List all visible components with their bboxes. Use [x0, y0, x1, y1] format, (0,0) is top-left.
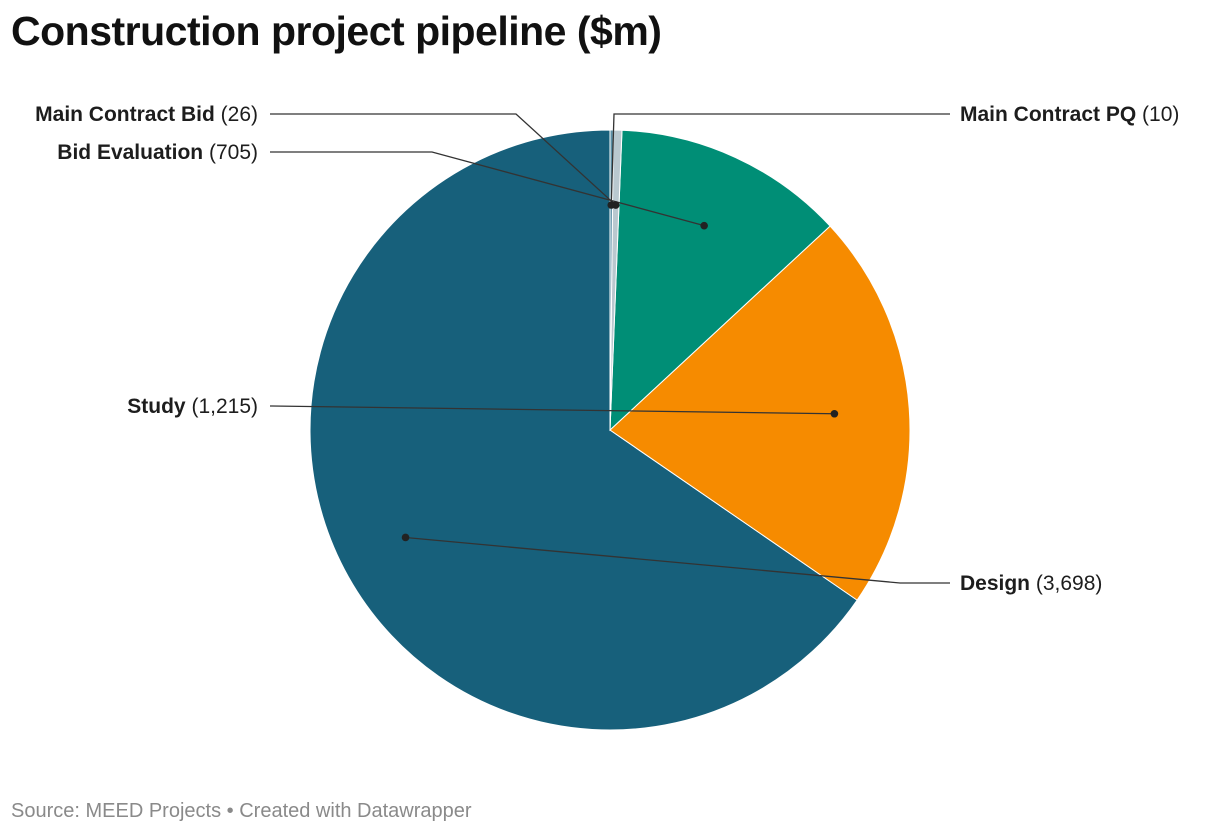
slice-design	[309, 129, 858, 731]
slice-label-value: (3,698)	[1030, 572, 1102, 595]
slice-bid-evaluation	[609, 129, 831, 432]
credit-note: Created with Datawrapper	[239, 800, 472, 822]
slice-label-name: Design	[960, 572, 1030, 595]
chart-title: Construction project pipeline ($m)	[11, 8, 662, 54]
slice-label-main-contract-bid: Main Contract Bid (26)	[35, 103, 258, 126]
slice-label-value: (1,215)	[186, 395, 258, 418]
leader-dot-bid-evaluation	[700, 221, 708, 230]
slice-label-name: Main Contract Bid	[35, 103, 215, 126]
slice-labels: Design (3,698) Study (1,215) Bid Evaluatio…	[35, 103, 1179, 595]
leader-line-study	[270, 405, 835, 415]
slice-label-study: Study (1,215)	[127, 395, 258, 418]
pie-slices	[309, 129, 911, 731]
slice-label-name: Study	[127, 395, 186, 418]
slice-label-value: (705)	[203, 141, 258, 164]
leader-dot-main-contract-pq	[607, 201, 616, 209]
leader-lines	[270, 113, 950, 584]
leader-dot-design	[401, 533, 410, 542]
source-note: Source: MEED Projects	[11, 800, 222, 822]
slice-label-value: (26)	[215, 103, 258, 126]
slice-label-value: (10)	[1136, 103, 1179, 126]
leader-line-bid-evaluation	[270, 151, 705, 227]
slice-label-design: Design (3,698)	[960, 572, 1102, 595]
leader-line-design	[405, 536, 950, 584]
slice-label-bid-evaluation: Bid Evaluation (705)	[57, 141, 258, 164]
footer-separator: •	[226, 800, 234, 822]
leader-dot-study	[830, 409, 839, 418]
leader-line-main-contract-bid	[270, 113, 617, 206]
leader-line-main-contract-pq	[610, 113, 950, 206]
slice-label-name: Bid Evaluation	[57, 141, 203, 164]
slice-label-name: Main Contract PQ	[960, 103, 1136, 126]
chart-footer: Source: MEED Projects • Created with Dat…	[11, 800, 472, 823]
slice-label-main-contract-pq: Main Contract PQ (10)	[960, 103, 1179, 126]
